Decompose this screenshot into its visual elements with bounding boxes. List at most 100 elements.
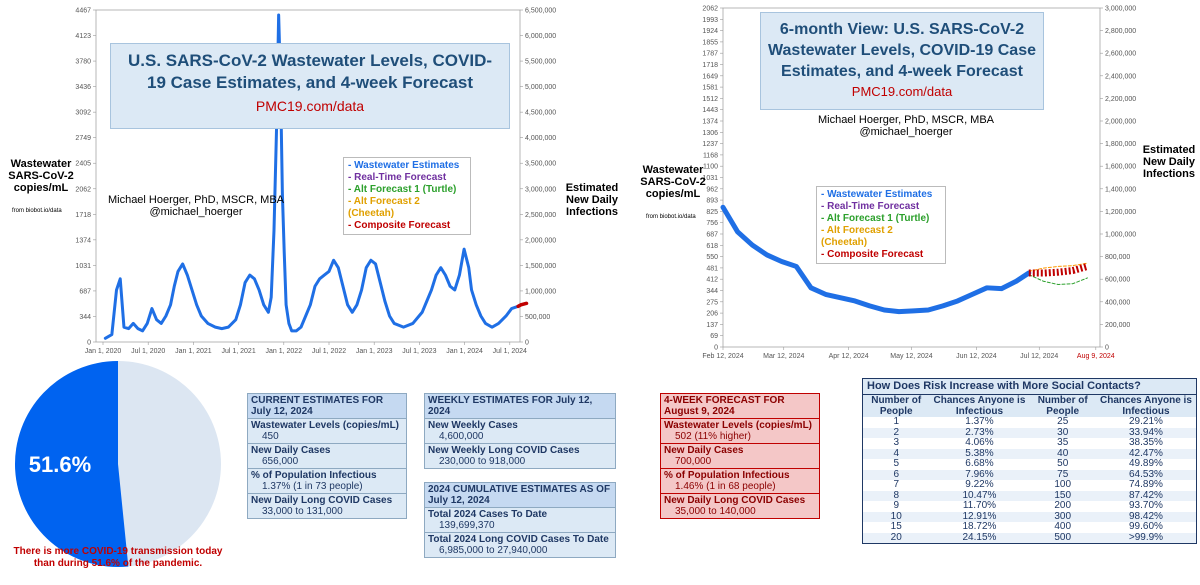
c1-y2tick-label: 3,000,000: [525, 186, 556, 193]
chart-title-box: U.S. SARS-CoV-2 Wastewater Levels, COVID…: [110, 43, 510, 129]
table-cell: 18.72%: [962, 521, 997, 532]
cumulative-key: Total 2024 Long COVID Cases To Date: [425, 532, 615, 545]
table-cell: 9: [893, 500, 899, 511]
c2-ytick-label: 275: [706, 299, 718, 306]
c2-y2tick-label: 2,400,000: [1105, 73, 1136, 80]
risk-table-title: How Does Risk Increase with More Social …: [863, 379, 1196, 395]
c2-xtick-label: Apr 12, 2024: [829, 353, 869, 360]
c1-xtick-label: Jan 1, 2022: [266, 348, 303, 355]
legend-realtime-2: - Real-Time Forecast: [821, 201, 920, 212]
c2-series-composite-forecast: [1028, 263, 1089, 277]
table-cell: 15: [890, 521, 902, 532]
c2-y2tick-label: 2,800,000: [1105, 28, 1136, 35]
table-cell: 3: [893, 437, 899, 448]
table-cell: 200: [1054, 500, 1072, 511]
chart-url[interactable]: PMC19.com/data: [255, 98, 365, 114]
c1-xtick-label: Jul 1, 2021: [221, 348, 255, 355]
c1-y2tick-label: 4,500,000: [525, 110, 556, 117]
c1-y2tick-label: 3,500,000: [525, 161, 556, 168]
y2-axis-label: Estimated New Daily Infections: [565, 182, 619, 218]
forecast-value: 1.46% (1 in 68 people): [675, 481, 776, 492]
c2-y2tick-label: 600,000: [1105, 277, 1130, 284]
c2-xtick-label: Feb 12, 2024: [702, 353, 743, 360]
c1-ytick-label: 3092: [75, 110, 91, 117]
table-cell: 40: [1029, 448, 1096, 459]
chart-legend: - Wastewater Estimates - Real-Time Forec…: [343, 157, 471, 235]
c1-xtick-label: Jul 1, 2020: [131, 348, 165, 355]
current-value: 450: [262, 431, 279, 442]
pie-percent-label: 51.6%: [29, 452, 91, 477]
cumulative-value: 6,985,000 to 27,940,000: [439, 545, 548, 556]
c2-ytick-label: 1168: [703, 152, 718, 159]
chart-url-2[interactable]: PMC19.com/data: [851, 84, 953, 99]
c1-ytick-label: 2062: [75, 186, 91, 193]
table-row: 3 4.06% 35 38.35%: [863, 437, 1196, 449]
table-cell: 12.91%: [929, 511, 1030, 522]
c1-xtick-label: Jul 1, 2023: [402, 348, 436, 355]
legend-wastewater-2: - Wastewater Estimates: [821, 189, 933, 200]
weekly-header: WEEKLY ESTIMATES FOR July 12, 2024: [425, 394, 615, 419]
c1-xtick-label: Jul 1, 2024: [493, 348, 527, 355]
c2-ytick-label: 1100: [703, 164, 718, 171]
c2-ytick-label: 756: [706, 220, 718, 227]
c2-y2tick-label: 1,800,000: [1105, 141, 1136, 148]
c2-series-wastewater: [720, 204, 1032, 315]
author-handle: @michael_hoerger: [149, 206, 243, 218]
current-key: Wastewater Levels (copies/mL): [251, 420, 400, 431]
table-cell: 30: [1029, 427, 1096, 438]
c2-xtick-label: May 12, 2024: [890, 353, 933, 360]
current-key: New Daily Cases: [248, 443, 406, 456]
c2-ytick-label: 687: [706, 232, 718, 239]
c2-y2tick-label: 2,000,000: [1105, 119, 1136, 126]
c2-y2tick-label: 1,000,000: [1105, 232, 1136, 239]
forecast-box: 4-WEEK FORECAST FOR August 9, 2024 Wastew…: [660, 393, 820, 519]
cumulative-estimates-box: 2024 CUMULATIVE ESTIMATES AS OF July 12,…: [424, 482, 616, 558]
c2-ytick-label: 1718: [702, 62, 718, 69]
table-row: 5 6.68% 50 49.89%: [863, 458, 1196, 470]
chart-6month: 0 69 137 206 275 344 412 481 550 618 687 756 825 893 9…: [600, 0, 1200, 365]
current-key: New Daily Long COVID Cases: [248, 493, 406, 506]
c2-ytick-label: 825: [706, 209, 718, 216]
c2-ytick-label: 1787: [702, 51, 718, 58]
table-cell: 100: [1054, 479, 1072, 490]
c1-y2tick-label: 4,000,000: [525, 135, 556, 142]
c2-y2tick-label: 1,200,000: [1105, 209, 1136, 216]
weekly-value: 230,000 to 918,000: [439, 456, 526, 467]
y-axis-label-2: Wastewater SARS-CoV-2 copies/mL: [640, 164, 706, 200]
table-cell: 75: [1029, 469, 1096, 480]
c2-ytick-label: 1581: [702, 85, 718, 92]
c1-series-composite-forecast: [516, 301, 529, 309]
current-estimates-box: CURRENT ESTIMATES FOR July 12, 2024 Waste…: [247, 393, 407, 519]
table-cell: 9.22%: [965, 479, 994, 490]
current-value: 656,000: [262, 456, 299, 467]
table-row: 15 18.72% 400 99.60%: [863, 521, 1196, 533]
table-row: 7 9.22% 100 74.89%: [863, 479, 1196, 491]
c2-y2tick-label: 2,200,000: [1105, 96, 1136, 103]
c1-xtick-label: Jul 1, 2022: [312, 348, 346, 355]
table-row: 10 12.91% 300 98.42%: [863, 511, 1196, 522]
c2-series-cheetah: [1028, 262, 1088, 272]
table-cell: 1.37%: [965, 416, 994, 427]
table-cell: 300: [1029, 511, 1096, 522]
weekly-value: 4,600,000: [439, 431, 484, 442]
current-key: % of Population Infectious: [248, 468, 406, 481]
cumulative-key: Total 2024 Cases To Date: [428, 509, 548, 520]
c2-ytick-label: 1443: [702, 107, 718, 114]
risk-header-people-2: Number of People: [1029, 395, 1096, 417]
forecast-value: 700,000: [675, 456, 712, 467]
c2-ytick-label: 1306: [702, 130, 718, 137]
cumulative-header: 2024 CUMULATIVE ESTIMATES AS OF July 12,…: [425, 483, 615, 508]
risk-header-chances: Chances Anyone is Infectious: [929, 395, 1030, 417]
chart-author-2: Michael Hoerger, PhD, MSCR, MBA @michael…: [806, 114, 1006, 138]
y-axis-source: from biobot.io/data: [12, 208, 62, 214]
c2-ytick-label: 1993: [702, 17, 718, 24]
c2-y2tick-label: 800,000: [1105, 254, 1130, 261]
c2-ytick-label: 1031: [702, 175, 718, 182]
table-cell: 25: [1057, 416, 1069, 427]
table-cell: 42.47%: [1095, 448, 1196, 459]
risk-table: Number of People Chances Anyone is Infec…: [863, 395, 1196, 543]
c1-xtick-label: Jan 1, 2020: [85, 348, 122, 355]
c2-ytick-label: 962: [706, 186, 718, 193]
legend-turtle: - Alt Forecast 1 (Turtle): [348, 184, 457, 195]
c1-xtick-label: Jan 1, 2021: [175, 348, 212, 355]
